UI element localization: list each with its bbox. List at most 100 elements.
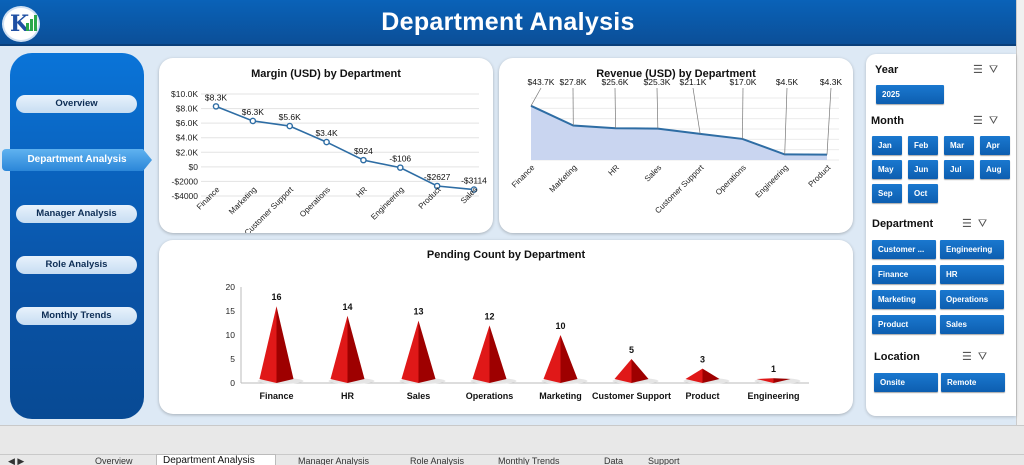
location-chip-onsite[interactable]: Onsite — [874, 373, 938, 392]
month-chip-jan[interactable]: Jan — [872, 136, 902, 155]
pending-bar-left-face — [614, 359, 632, 383]
pending-bar-left-face — [756, 378, 774, 383]
pending-x-tick-label: Customer Support — [592, 391, 671, 401]
revenue-chart-card: Revenue (USD) by Department $43.7K Financ… — [499, 58, 853, 233]
month-slicer-title: Month — [871, 115, 904, 127]
department-chip-product[interactable]: Product — [872, 315, 936, 334]
multi-select-icon[interactable]: ☰ — [962, 351, 978, 363]
revenue-x-tick-label: Operations — [714, 163, 748, 197]
revenue-leader-line — [656, 87, 659, 129]
department-chip-customer[interactable]: Customer ... — [872, 240, 936, 259]
sidebar-item-department-analysis[interactable]: Department Analysis — [2, 149, 152, 171]
margin-data-point — [433, 182, 441, 190]
revenue-chart: $43.7K Finance $27.8K Marketing $25.6K HR $25.… — [510, 77, 843, 215]
pending-y-tick-label: 10 — [226, 330, 236, 340]
margin-data-point — [212, 103, 220, 110]
pending-x-tick-label: Product — [685, 391, 719, 401]
pending-data-label: 10 — [555, 321, 565, 331]
department-chip-finance[interactable]: Finance — [872, 265, 936, 284]
sheet-tab-department-analysis[interactable]: Department Analysis — [156, 454, 276, 465]
revenue-x-tick-label: Finance — [510, 163, 537, 190]
department-chip-marketing[interactable]: Marketing — [872, 290, 936, 309]
margin-chart: $10.0K $8.0K $6.0K $4.0K $2.0K $0 -$2000 -$4000… — [171, 89, 487, 233]
department-chip-hr[interactable]: HR — [940, 265, 1004, 284]
department-chip-engineering[interactable]: Engineering — [940, 240, 1004, 259]
sidebar-item-overview[interactable]: Overview — [16, 95, 137, 113]
location-slicer-title: Location — [874, 351, 920, 363]
revenue-series-line — [530, 104, 828, 156]
revenue-x-tick-label: Product — [807, 163, 833, 189]
month-chip-aug[interactable]: Aug — [980, 160, 1010, 179]
pending-data-label: 12 — [484, 311, 494, 321]
department-chip-operations[interactable]: Operations — [940, 290, 1004, 309]
margin-data-label: $6.3K — [242, 107, 265, 117]
sheet-tab-role-analysis[interactable]: Role Analysis — [410, 456, 465, 465]
margin-data-label: $8.3K — [205, 92, 228, 102]
margin-x-tick-label: Marketing — [227, 185, 258, 216]
clear-filter-icon[interactable]: ⛛ — [977, 351, 994, 363]
margin-x-tick-label: HR — [354, 185, 369, 200]
pending-data-label: 13 — [413, 307, 423, 317]
margin-x-tick-label: Product — [417, 185, 443, 211]
month-chip-feb[interactable]: Feb — [908, 136, 938, 155]
pending-bar-left-face — [543, 335, 561, 383]
pending-y-tick-label: 20 — [226, 282, 236, 292]
pending-y-tick-label: 15 — [226, 306, 236, 316]
month-chip-jun[interactable]: Jun — [908, 160, 938, 179]
month-chip-jul[interactable]: Jul — [944, 160, 974, 179]
pending-data-label: 3 — [700, 355, 705, 365]
clear-filter-icon[interactable]: ⛛ — [988, 64, 1005, 76]
margin-data-point — [249, 117, 257, 125]
margin-y-tick-label: $6.0K — [176, 118, 199, 128]
sheet-tab-overview[interactable]: Overview — [95, 456, 133, 465]
clear-filter-icon[interactable]: ⛛ — [977, 218, 994, 230]
pending-data-label: 1 — [771, 364, 776, 374]
sheet-tab-manager-analysis[interactable]: Manager Analysis — [298, 456, 370, 465]
vertical-scrollbar[interactable] — [1016, 0, 1024, 425]
pending-bar-right-face — [418, 320, 436, 383]
month-chip-mar[interactable]: Mar — [944, 136, 974, 155]
revenue-data-label: $4.5K — [776, 77, 799, 87]
margin-data-label: -$2627 — [424, 172, 451, 182]
revenue-data-label: $21.1K — [680, 77, 707, 87]
pending-chart: 2015105016Finance14HR13Sales12Operations… — [226, 282, 809, 401]
margin-data-label: $3.4K — [315, 128, 338, 138]
pending-bar-right-face — [773, 378, 791, 383]
margin-x-tick-label: Finance — [195, 185, 222, 212]
pending-chart-card: Pending Count by Department 20 15 10 5 0 16 Fi… — [159, 240, 853, 414]
department-slicer-title: Department — [872, 218, 934, 230]
revenue-x-tick-label: HR — [606, 163, 621, 178]
month-chip-sep[interactable]: Sep — [872, 184, 902, 203]
pending-data-label: 14 — [342, 302, 352, 312]
multi-select-icon[interactable]: ☰ — [973, 115, 989, 127]
revenue-leader-line — [614, 87, 616, 129]
month-chip-oct[interactable]: Oct — [908, 184, 938, 203]
sheet-tab-monthly-trends[interactable]: Monthly Trends — [498, 456, 560, 465]
multi-select-icon[interactable]: ☰ — [962, 218, 978, 230]
revenue-leader-line — [742, 87, 744, 139]
department-chip-sales[interactable]: Sales — [940, 315, 1004, 334]
sidebar-item-monthly-trends[interactable]: Monthly Trends — [16, 307, 137, 325]
pending-x-tick-label: Finance — [259, 391, 293, 401]
sidebar-item-role-analysis[interactable]: Role Analysis — [16, 256, 137, 274]
margin-data-label: -$106 — [389, 154, 411, 164]
year-chip-2025[interactable]: 2025 — [876, 85, 944, 104]
revenue-data-label: $25.3K — [644, 77, 671, 87]
pending-bar-left-face — [472, 325, 490, 383]
sheet-tab-nav-arrows[interactable]: ◀ ▶ — [8, 456, 25, 465]
multi-select-icon[interactable]: ☰ — [973, 64, 989, 76]
revenue-x-tick-label: Marketing — [547, 163, 578, 194]
sidebar-item-manager-analysis[interactable]: Manager Analysis — [16, 205, 137, 223]
margin-data-point — [323, 138, 330, 146]
margin-x-tick-label: Engineering — [369, 185, 406, 222]
month-chip-apr[interactable]: Apr — [980, 136, 1010, 155]
clear-filter-icon[interactable]: ⛛ — [988, 115, 1005, 127]
sheet-tab-data[interactable]: Data — [604, 456, 624, 465]
company-logo: K — [2, 6, 40, 42]
margin-y-tick-label: $4.0K — [176, 133, 199, 143]
month-chip-may[interactable]: May — [872, 160, 902, 179]
location-chip-remote[interactable]: Remote — [941, 373, 1005, 392]
revenue-data-label: $17.0K — [730, 77, 757, 87]
pending-y-tick-label: 5 — [230, 354, 235, 364]
sheet-tab-support[interactable]: Support — [648, 456, 680, 465]
